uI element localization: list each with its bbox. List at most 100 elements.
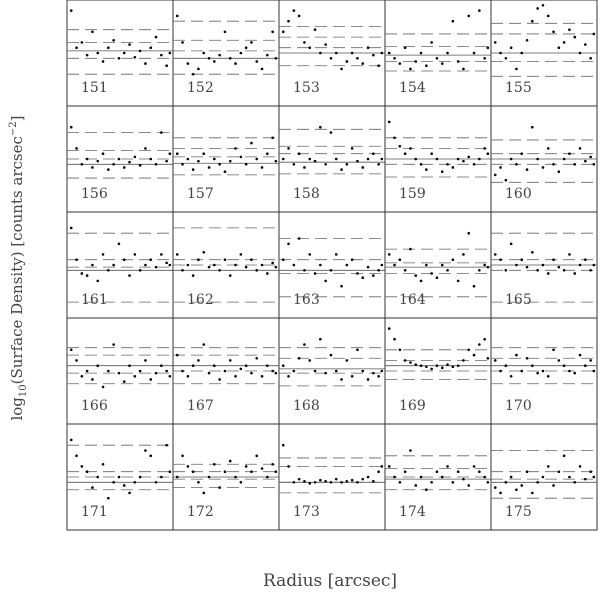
data-point [345,60,349,63]
data-point [440,263,444,267]
data-point [525,470,529,474]
data-point [366,157,370,161]
data-point [281,30,285,34]
data-point [281,443,285,447]
data-point [85,369,89,373]
data-point [96,279,100,283]
data-point [456,279,460,283]
data-point [80,375,84,378]
data-point [350,478,354,482]
data-point [202,152,206,155]
data-point [324,279,327,283]
data-point [191,72,195,76]
data-point [387,253,391,256]
data-point [271,136,274,140]
data-point [493,359,497,362]
data-point [356,348,359,352]
data-point [541,166,545,169]
data-point [552,163,555,166]
data-point [377,163,380,166]
data-point [223,470,227,474]
data-point [85,53,89,57]
data-point [589,155,592,159]
data-point [584,364,587,368]
data-point [557,46,561,49]
data-point [160,253,163,256]
data-point [202,491,206,495]
data-point [409,67,412,71]
panel-label: 166 [81,398,108,414]
data-point [250,470,253,474]
data-point [107,46,110,49]
data-point [244,46,248,49]
data-point [541,475,545,479]
data-point [419,364,423,368]
data-point [128,43,131,46]
data-point [361,369,365,373]
data-point [85,157,89,161]
data-point [483,337,486,341]
data-point [578,51,582,55]
data-point [80,272,84,275]
data-point [186,263,190,267]
data-point [69,438,73,442]
data-point [493,486,497,489]
data-point [191,364,195,368]
data-point [467,484,471,487]
data-point [546,147,550,150]
data-point [472,163,476,166]
data-point [486,152,490,155]
data-point [234,475,237,479]
data-point [234,263,237,267]
panel-frame [490,423,598,531]
data-point [149,157,153,161]
panel-label: 153 [293,80,320,96]
data-point [250,141,253,145]
data-point [234,375,237,378]
data-point [144,62,147,65]
data-point [175,353,179,357]
data-point [350,51,354,55]
data-point [536,481,539,484]
data-point [149,258,153,262]
data-point [499,491,502,495]
data-point [223,258,227,262]
data-point [340,168,343,171]
data-point [430,272,433,275]
data-point [525,38,529,42]
data-point [319,51,322,55]
data-point [425,168,428,171]
data-point [541,4,545,7]
data-point [234,147,237,150]
data-point [266,152,269,155]
data-point [112,481,115,484]
data-point [122,484,126,487]
data-point [324,371,327,375]
data-point [228,57,232,60]
data-point [414,157,418,161]
data-point [175,253,179,256]
data-point [303,166,306,169]
data-point [308,157,312,161]
data-point [287,465,290,468]
data-point [462,477,465,481]
data-point [239,481,243,484]
data-point [271,369,274,373]
data-point [377,269,380,272]
data-point [213,364,216,368]
data-point [536,269,539,272]
data-point [255,157,259,161]
panel-label: 174 [399,504,426,520]
data-point [250,371,253,375]
data-point [250,41,253,44]
data-point [403,269,407,272]
data-point [486,356,490,360]
x-axis-label: Radius [arcsec] [263,571,397,591]
data-point [181,41,184,44]
data-point [393,337,396,341]
data-point [536,157,539,161]
data-point [202,250,206,254]
data-point [387,327,391,330]
data-point [592,32,596,36]
